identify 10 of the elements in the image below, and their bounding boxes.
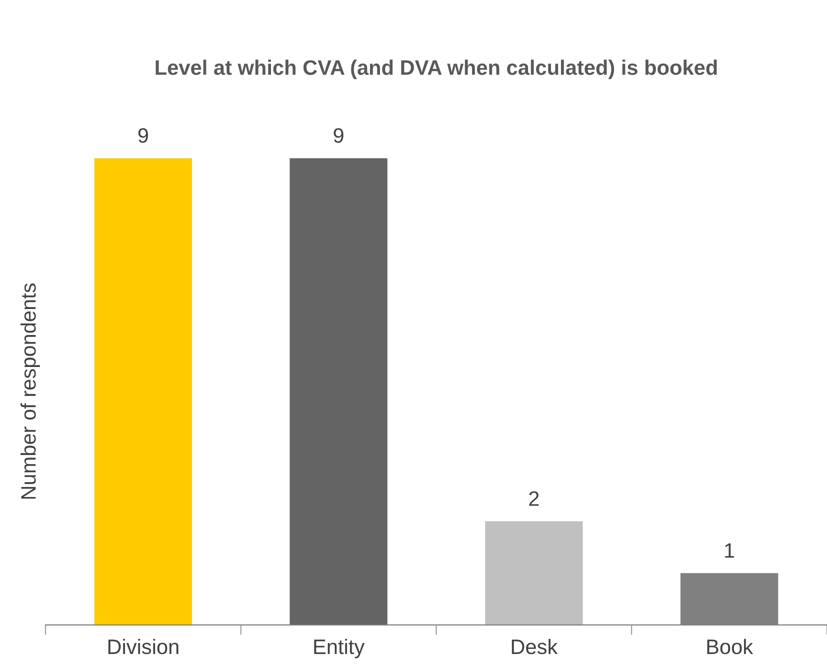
- x-tick-label: Division: [108, 638, 178, 654]
- data-label: 9: [138, 128, 148, 143]
- chart-title: Level at which CVA (and DVA when calculated) is booked: [156, 60, 717, 80]
- x-tick-label: Entity: [314, 638, 365, 658]
- data-label: 9: [334, 128, 344, 143]
- x-tick-label: Book: [707, 638, 754, 654]
- data-label: 1: [725, 543, 734, 558]
- x-tick-label: Desk: [512, 638, 558, 654]
- data-label: 2: [529, 491, 539, 506]
- y-axis-title: Number of respondents: [20, 283, 40, 499]
